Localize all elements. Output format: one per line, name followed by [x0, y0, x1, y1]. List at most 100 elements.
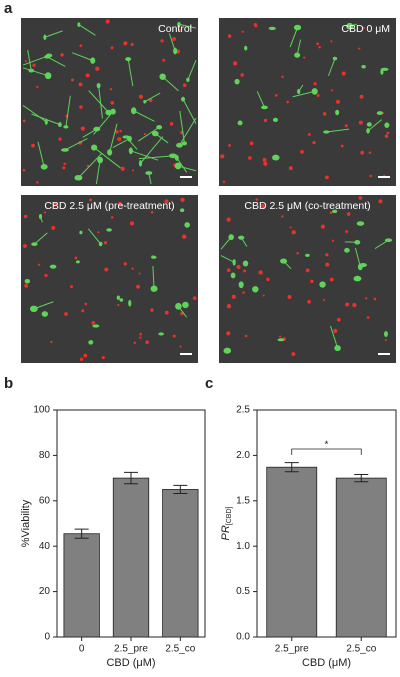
cell-dot	[120, 166, 125, 171]
cell-body	[380, 68, 384, 75]
cell-dot	[275, 94, 278, 97]
cell-dot	[358, 47, 361, 50]
y-tick-label: 1.0	[236, 541, 250, 552]
neurite	[125, 136, 138, 150]
x-tick-label: 2.5_co	[346, 644, 376, 655]
bar	[112, 477, 150, 638]
cell-body	[354, 239, 361, 245]
neurite	[283, 260, 292, 270]
cell-dot	[91, 320, 96, 325]
cell-dot	[118, 201, 122, 206]
cell-dot	[80, 126, 85, 131]
cell-dot	[51, 225, 56, 230]
cell-dot	[95, 66, 100, 71]
cell-body	[384, 122, 390, 128]
cell-body	[332, 209, 338, 214]
cell-dot	[83, 353, 88, 358]
cell-dot	[329, 277, 334, 282]
neurite	[220, 236, 232, 250]
cell-dot	[131, 169, 134, 172]
cell-dot	[32, 63, 36, 67]
cell-body	[41, 311, 49, 317]
image-caption: CBD 2.5 μM (pre-treatment)	[44, 200, 174, 212]
cell-dot	[136, 284, 141, 289]
cell-dot	[335, 99, 341, 104]
cell-dot	[329, 211, 333, 215]
cell-body	[234, 78, 240, 85]
cell-body	[92, 324, 100, 328]
cell-dot	[97, 231, 100, 234]
cell-dot	[310, 279, 314, 284]
neurite	[127, 58, 134, 87]
cell-dot	[180, 197, 185, 202]
cell-dot	[181, 234, 187, 239]
cell-body	[383, 331, 388, 337]
cell-dot	[192, 296, 197, 301]
cell-dot	[222, 180, 226, 184]
cell-body	[119, 298, 124, 302]
cell-dot	[36, 181, 39, 184]
cell-dot	[255, 198, 258, 201]
cell-dot	[378, 199, 383, 204]
cell-body	[182, 301, 189, 309]
neurite	[138, 155, 173, 160]
cell-dot	[85, 73, 90, 78]
cell-body	[180, 208, 185, 213]
y-tick-label: 60	[39, 495, 51, 506]
cell-body	[230, 272, 236, 279]
cell-dot	[110, 46, 114, 50]
cell-dot	[139, 336, 142, 339]
cell-dot	[249, 141, 254, 146]
cell-dot	[341, 71, 346, 76]
error-bar	[354, 473, 369, 483]
neurite	[22, 105, 47, 123]
cell-dot	[330, 89, 333, 92]
cell-body	[366, 122, 372, 127]
neurite	[349, 23, 357, 27]
cell-dot	[228, 144, 231, 147]
error-bar	[284, 462, 299, 473]
cell-body	[376, 111, 383, 115]
cell-dot	[313, 82, 317, 86]
cell-body	[79, 230, 83, 235]
neurite	[328, 58, 336, 77]
cell-dot	[248, 156, 252, 160]
cell-dot	[101, 356, 105, 360]
panel-label: b	[4, 375, 13, 392]
cell-body	[238, 235, 245, 240]
cell-dot	[226, 304, 232, 309]
cell-dot	[143, 133, 147, 136]
cell-dot	[79, 105, 83, 109]
cell-dot	[263, 161, 268, 166]
cell-dot	[43, 211, 46, 214]
y-tick-label: 1.5	[236, 495, 250, 506]
cell-dot	[307, 299, 311, 304]
neurite	[64, 138, 88, 151]
cell-dot	[131, 267, 134, 270]
cell-dot	[23, 214, 28, 219]
cell-dot	[260, 203, 265, 209]
cell-dot	[262, 157, 267, 162]
cell-dot	[84, 302, 88, 306]
neurite	[138, 126, 160, 142]
cell-dot	[70, 285, 73, 289]
cell-dot	[253, 23, 258, 27]
micrograph	[21, 18, 198, 186]
cell-dot	[296, 251, 299, 255]
neurite	[144, 92, 161, 103]
cell-body	[334, 345, 341, 352]
cell-dot	[227, 34, 232, 38]
cell-dot	[50, 340, 53, 344]
neurite	[162, 76, 179, 92]
cell-body	[77, 22, 81, 27]
cell-dot	[307, 132, 311, 136]
cell-dot	[360, 150, 365, 155]
cell-dot	[318, 45, 321, 49]
cell-dot	[226, 217, 231, 222]
cell-body	[353, 275, 362, 282]
cell-dot	[346, 212, 351, 216]
cell-dot	[366, 316, 370, 319]
cell-body	[319, 281, 326, 288]
neurite	[298, 84, 304, 92]
